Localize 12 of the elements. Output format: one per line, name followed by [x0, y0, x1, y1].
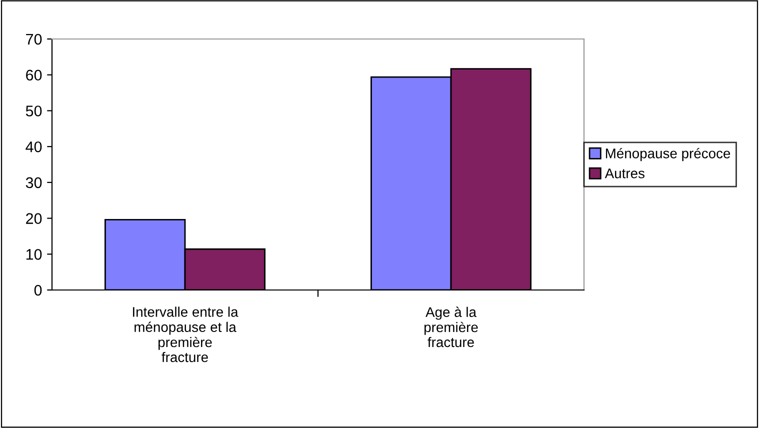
y-tick-label: 60 [26, 70, 42, 81]
y-tick-label: 30 [26, 177, 42, 188]
legend-label: Autres [604, 168, 644, 178]
x-tick-label: Age à la première fracture [424, 306, 478, 348]
legend-label: Ménopause précoce [606, 148, 730, 162]
y-tick-label: 50 [26, 106, 42, 116]
x-tick-label: Intervalle entre la ménopause et la première fracture [133, 306, 238, 362]
y-tick-label: 0 [34, 284, 42, 296]
y-tick-label: 20 [26, 213, 42, 224]
y-tick-label: 40 [26, 141, 42, 152]
y-tick-label: 10 [26, 249, 42, 260]
y-tick-label: 70 [26, 34, 42, 45]
